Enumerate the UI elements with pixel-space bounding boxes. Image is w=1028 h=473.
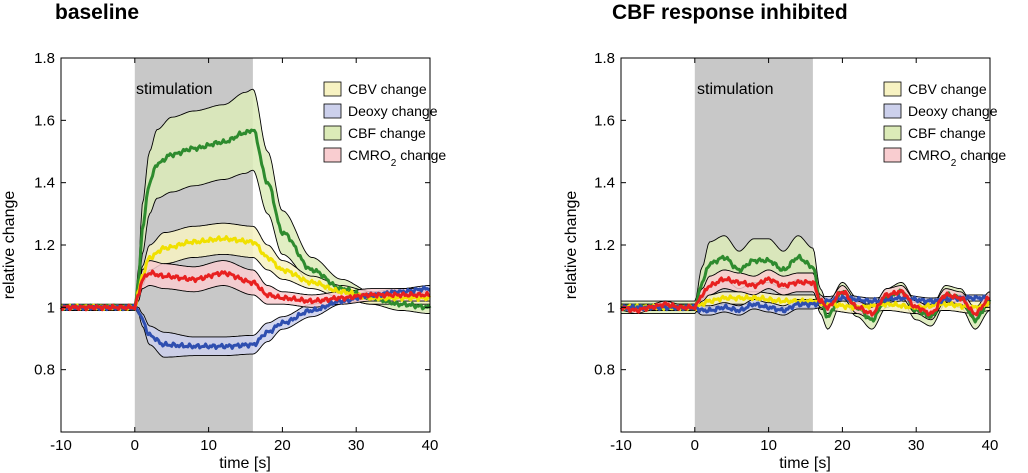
legend-swatch <box>323 103 342 119</box>
legend-label: CMRO2 change <box>348 147 446 169</box>
x-tick-label: 20 <box>274 437 291 454</box>
legend-label: Deoxy change <box>348 103 438 119</box>
legend-swatch <box>883 147 902 163</box>
legend-label: Deoxy change <box>908 103 998 119</box>
legend-label: CBF change <box>348 125 426 141</box>
legend-swatch <box>883 125 902 141</box>
y-tick-label: 1 <box>607 299 615 316</box>
plot-area: -10 0 10 20 30 40 0.8 1 1.2 1.4 1.6 1.8 <box>34 50 438 454</box>
x-tick-label: 20 <box>834 437 851 454</box>
x-tick-label: 0 <box>691 437 699 454</box>
stimulation-label: stimulation <box>136 81 212 98</box>
x-tick-label: 0 <box>131 437 139 454</box>
x-tick-label: 40 <box>422 437 439 454</box>
legend-entry: Deoxy change <box>883 103 998 119</box>
band-cbf-change <box>621 235 990 330</box>
legend: CBV change Deoxy change CBF change CMRO2 ch… <box>883 81 1006 169</box>
legend: CBV change Deoxy change CBF change CMRO2 ch… <box>323 81 446 169</box>
legend-entry: CMRO2 change <box>883 147 1006 169</box>
legend-entry: CBV change <box>883 81 987 97</box>
series-cmro2-change <box>59 269 431 312</box>
y-tick-label: 1.6 <box>594 112 615 129</box>
plot-area: -10 0 10 20 30 40 0.8 1 1.2 1.4 1.6 1.8 <box>594 50 998 454</box>
legend-label: CBV change <box>908 81 987 97</box>
x-tick-label: 10 <box>760 437 777 454</box>
legend-label: CMRO2 change <box>908 147 1006 169</box>
panel-title: baseline <box>55 1 139 24</box>
x-axis-label: time [s] <box>779 455 831 472</box>
legend-swatch <box>883 81 902 97</box>
y-tick-label: 1.4 <box>34 175 55 192</box>
y-tick-label: 1.8 <box>34 50 55 67</box>
y-tick-label: 1.6 <box>34 112 55 129</box>
y-axis-label: relative change <box>1 191 18 300</box>
band-cbf-change <box>61 89 430 314</box>
y-axis-label: relative change <box>563 191 580 300</box>
x-tick-label: -10 <box>50 437 72 454</box>
y-tick-label: 1 <box>47 299 55 316</box>
y-tick-label: 0.8 <box>594 362 615 379</box>
y-tick-label: 1.2 <box>34 237 55 254</box>
legend-entry: CBF change <box>323 125 426 141</box>
x-tick-label: 30 <box>348 437 365 454</box>
legend-label: CBV change <box>348 81 427 97</box>
x-tick-label: 30 <box>908 437 925 454</box>
legend-entry: Deoxy change <box>323 103 438 119</box>
series-cmro2-change <box>619 276 991 317</box>
panel-cbf-inhibited: CBF response inhibited relative change t… <box>563 1 1006 472</box>
x-tick-label: 10 <box>200 437 217 454</box>
legend-entry: CBV change <box>323 81 427 97</box>
legend-entry: CMRO2 change <box>323 147 446 169</box>
y-tick-label: 1.8 <box>594 50 615 67</box>
panel-baseline: baseline relative change time [s] -10 0 10… <box>1 1 446 472</box>
y-tick-label: 0.8 <box>34 362 55 379</box>
legend-swatch <box>323 81 342 97</box>
stimulation-label: stimulation <box>697 81 773 98</box>
legend-swatch <box>323 147 342 163</box>
x-tick-label: 40 <box>982 437 999 454</box>
x-axis-label: time [s] <box>219 455 271 472</box>
y-tick-label: 1.4 <box>594 175 615 192</box>
x-tick-label: -10 <box>610 437 632 454</box>
legend-swatch <box>323 125 342 141</box>
legend-label: CBF change <box>908 125 986 141</box>
legend-entry: CBF change <box>883 125 986 141</box>
y-tick-label: 1.2 <box>594 237 615 254</box>
legend-swatch <box>883 103 902 119</box>
panel-title: CBF response inhibited <box>612 1 848 24</box>
